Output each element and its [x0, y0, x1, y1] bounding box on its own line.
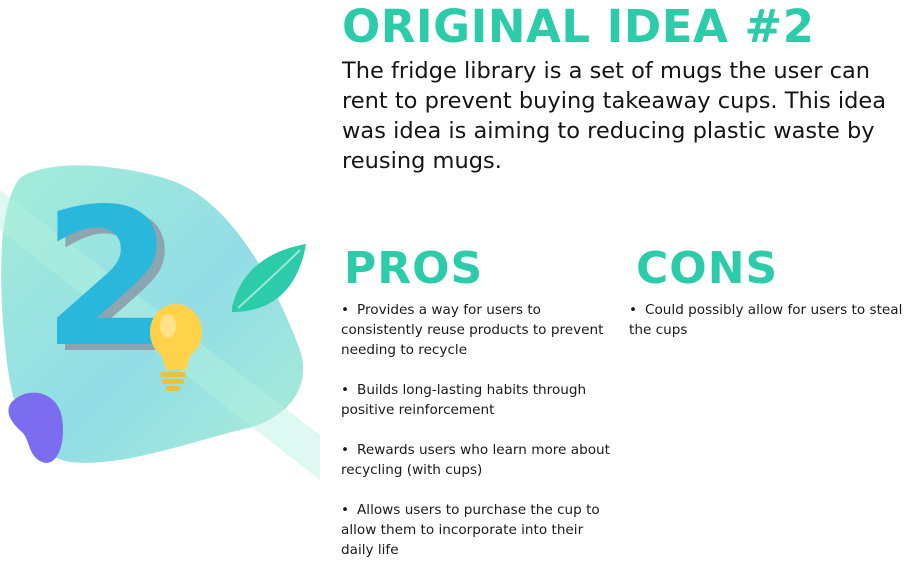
cons-item-text: Could possibly allow for users to steal …: [629, 302, 903, 338]
number-two-illustration: 2 2: [0, 165, 320, 480]
idea-description: The fridge library is a set of mugs the …: [342, 58, 887, 174]
list-item: • Could possibly allow for users to steal…: [629, 300, 905, 340]
bullet-icon: •: [341, 302, 350, 318]
background-blob: [1, 165, 304, 463]
list-item: • Rewards users who learn more about recy…: [341, 440, 617, 480]
pros-item-text: Builds long-lasting habits through posit…: [341, 382, 587, 418]
svg-text:2: 2: [50, 174, 182, 395]
cons-heading: CONS: [636, 243, 779, 294]
cons-list: • Could possibly allow for users to steal…: [629, 300, 905, 360]
numeral-two: 2: [42, 168, 174, 389]
bullet-icon: •: [341, 382, 350, 398]
pros-item-text: Allows users to purchase the cup to allo…: [341, 502, 600, 558]
bullet-icon: •: [341, 502, 350, 518]
list-item: • Builds long-lasting habits through posi…: [341, 380, 617, 420]
purple-blob: [8, 392, 64, 463]
pros-heading: PROS: [344, 243, 484, 294]
pros-item-text: Provides a way for users to consistently…: [341, 302, 604, 358]
list-item: • Provides a way for users to consistentl…: [341, 300, 617, 360]
page-title: ORIGINAL IDEA #2: [342, 0, 815, 53]
bullet-icon: •: [629, 302, 638, 318]
light-bulb-icon: [150, 304, 202, 391]
list-item: • Allows users to purchase the cup to all…: [341, 500, 617, 560]
pros-list: • Provides a way for users to consistentl…: [341, 300, 617, 580]
bullet-icon: •: [341, 442, 350, 458]
pros-item-text: Rewards users who learn more about recyc…: [341, 442, 610, 478]
